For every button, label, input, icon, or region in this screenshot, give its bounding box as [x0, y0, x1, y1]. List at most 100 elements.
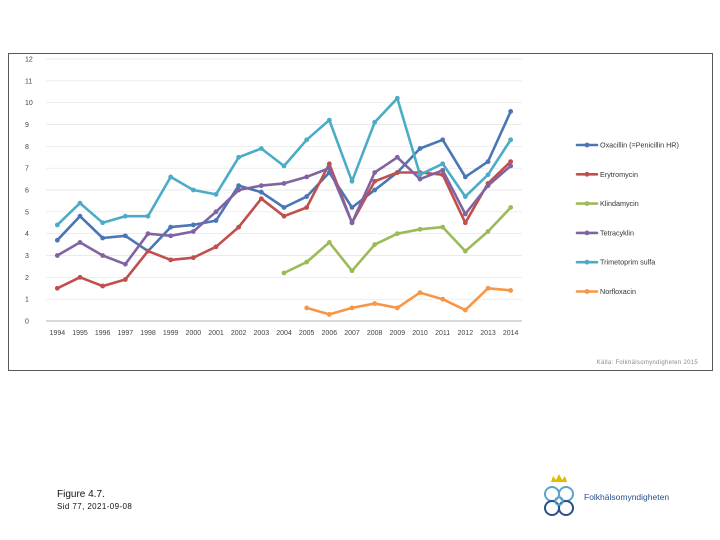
data-point-3-1997 [122, 261, 128, 267]
y-tick-label-11: 11 [25, 78, 32, 85]
y-tick-label-6: 6 [25, 188, 29, 195]
data-point-0-2002 [236, 183, 242, 189]
data-point-5-2005 [304, 305, 310, 311]
data-point-4-2012 [462, 194, 468, 199]
legend-marker-4 [584, 259, 590, 265]
legend-marker-5 [584, 289, 590, 294]
data-point-5-2014 [508, 288, 514, 293]
data-point-3-1999 [168, 233, 174, 239]
data-point-4-1995 [77, 200, 83, 206]
data-point-5-2006 [326, 312, 332, 317]
legend-label-1: Erytromycin [600, 170, 638, 179]
data-point-5-2011 [440, 296, 446, 302]
data-point-4-2002 [236, 154, 242, 160]
data-point-5-2010 [417, 290, 423, 296]
x-tick-label-2012: 2012 [458, 330, 474, 337]
data-point-4-2001 [213, 191, 219, 197]
x-tick-label-2008: 2008 [367, 330, 383, 337]
x-tick-label-1997: 1997 [118, 330, 134, 337]
data-point-5-2013 [485, 285, 491, 291]
data-point-0-2003 [258, 189, 264, 195]
data-point-3-1998 [145, 231, 151, 237]
data-point-5-2007 [349, 305, 355, 311]
data-point-3-2012 [462, 211, 468, 217]
data-point-3-1995 [77, 240, 83, 245]
legend-marker-0 [584, 142, 590, 148]
y-tick-label-5: 5 [25, 209, 29, 216]
data-point-3-2004 [281, 181, 287, 186]
legend-label-4: Trimetoprim sulfa [600, 258, 655, 267]
series-line-5 [305, 287, 513, 316]
data-point-1-2000 [190, 255, 196, 261]
data-point-4-2009 [394, 95, 400, 101]
x-tick-label-2002: 2002 [231, 330, 247, 337]
y-tick-label-3: 3 [25, 253, 29, 260]
data-point-3-2003 [258, 183, 264, 189]
x-tick-label-2005: 2005 [299, 330, 315, 337]
data-point-4-1996 [100, 220, 106, 226]
x-tick-label-1999: 1999 [163, 330, 179, 337]
series-line-2 [282, 206, 513, 275]
legend-marker-2 [584, 201, 590, 207]
brand-logo: Folkhälsomyndigheten [536, 472, 676, 518]
x-tick-label-1996: 1996 [95, 330, 111, 337]
data-point-0-1995 [77, 213, 83, 219]
data-point-5-2012 [462, 307, 468, 313]
y-tick-label-1: 1 [25, 297, 29, 304]
data-point-2-2005 [304, 259, 310, 265]
legend-label-2: Klindamycin [600, 199, 639, 208]
data-point-3-2002 [236, 187, 242, 193]
y-tick-label-9: 9 [25, 122, 29, 129]
data-point-1-2006 [326, 161, 332, 167]
x-tick-label-2011: 2011 [435, 330, 450, 337]
data-point-0-2008 [372, 187, 378, 193]
data-point-0-1994 [54, 237, 60, 243]
data-point-4-2011 [440, 161, 446, 167]
data-point-0-2013 [485, 159, 491, 165]
y-tick-label-8: 8 [25, 144, 29, 151]
x-tick-label-2001: 2001 [208, 330, 224, 337]
data-point-3-2010 [417, 176, 423, 182]
data-point-1-2003 [258, 196, 264, 202]
data-point-1-1996 [100, 283, 106, 289]
data-point-4-1999 [168, 174, 174, 180]
data-point-3-2014 [508, 163, 514, 169]
figure-subtitle: Sid 77, 2021-09-08 [57, 502, 133, 511]
x-tick-label-2007: 2007 [344, 330, 360, 337]
data-point-1-1997 [122, 277, 128, 282]
data-point-0-1999 [168, 224, 174, 230]
data-point-0-2004 [281, 205, 287, 210]
data-point-4-2008 [372, 119, 378, 125]
data-point-0-2010 [417, 146, 423, 151]
data-point-0-2001 [213, 218, 219, 223]
data-point-4-2005 [304, 137, 310, 143]
data-point-4-1997 [122, 213, 128, 219]
x-tick-label-2003: 2003 [254, 330, 270, 337]
data-point-4-2006 [326, 117, 332, 123]
data-point-3-2011 [440, 167, 446, 173]
data-point-1-2001 [213, 244, 219, 250]
data-point-3-2008 [372, 170, 378, 175]
figure-caption: Figure 4.7. Sid 77, 2021-09-08 [57, 489, 132, 513]
x-tick-label-2013: 2013 [480, 330, 496, 337]
brand-name: Folkhälsomyndigheten [584, 492, 670, 502]
legend-label-5: Norfloxacin [600, 287, 636, 296]
data-point-2-2013 [485, 229, 491, 234]
data-point-1-2014 [508, 159, 514, 165]
x-tick-label-1995: 1995 [72, 330, 88, 337]
x-tick-label-2000: 2000 [186, 330, 202, 337]
legend-marker-3 [584, 230, 590, 236]
data-point-3-2006 [326, 165, 332, 171]
x-tick-label-2009: 2009 [390, 330, 406, 337]
data-point-1-1999 [168, 257, 174, 263]
x-tick-label-2006: 2006 [322, 330, 338, 337]
data-point-4-2004 [281, 163, 287, 169]
data-point-0-2012 [462, 174, 468, 180]
data-point-1-2002 [236, 224, 242, 230]
x-tick-label-1994: 1994 [50, 330, 66, 337]
y-tick-label-12: 12 [25, 57, 33, 64]
data-point-4-1994 [54, 222, 60, 228]
data-point-4-2000 [190, 187, 196, 193]
y-tick-label-2: 2 [25, 275, 29, 282]
